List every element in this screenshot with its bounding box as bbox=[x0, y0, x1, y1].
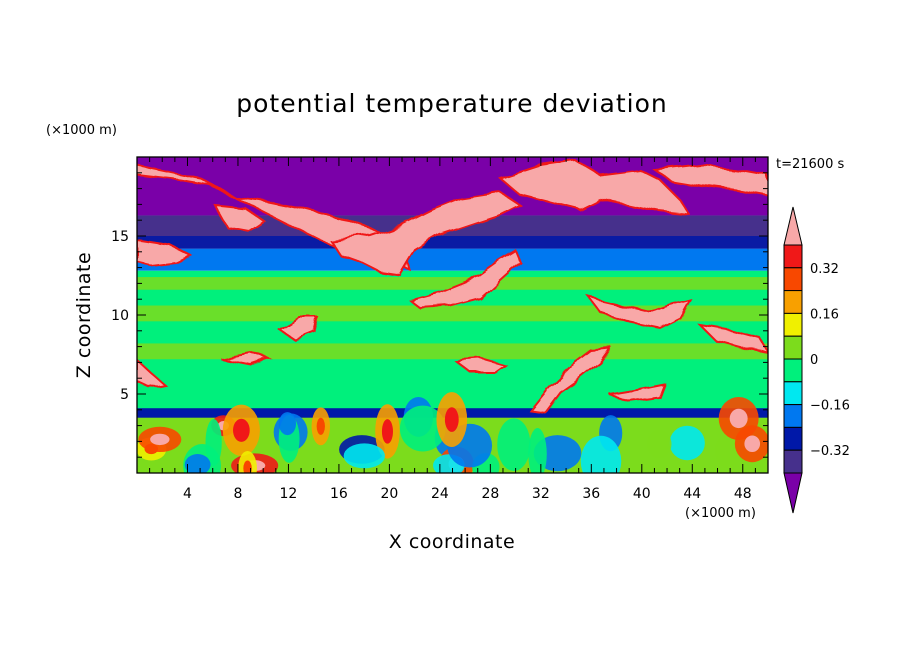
y-tick-label: 15 bbox=[111, 229, 129, 245]
y-tick-label: 5 bbox=[120, 387, 129, 403]
pink-filament-1 bbox=[407, 248, 522, 310]
colorbar-tick-label: 0 bbox=[810, 353, 818, 368]
colorbar-bin bbox=[783, 244, 803, 269]
mid-filaments bbox=[137, 248, 768, 414]
upper-layer bbox=[137, 158, 768, 277]
stripe-0 bbox=[137, 277, 768, 290]
x-tick-label: 20 bbox=[380, 486, 398, 502]
colorbar-tick-label: −0.16 bbox=[810, 399, 850, 414]
cell-14 bbox=[580, 435, 622, 473]
x-tick-label: 28 bbox=[481, 486, 499, 502]
colorbar-extend-max bbox=[783, 206, 803, 246]
x-tick-label: 32 bbox=[532, 486, 550, 502]
colorbar-extend-min bbox=[783, 472, 803, 514]
cell-31 bbox=[497, 418, 531, 471]
pink-blob-right-low bbox=[609, 383, 667, 404]
y-axis-label: Z coordinate bbox=[73, 252, 95, 378]
colorbar-bin bbox=[783, 335, 803, 360]
x-tick-label: 40 bbox=[633, 486, 651, 502]
pink-blob-far-left bbox=[137, 358, 168, 390]
colorbar-bin bbox=[783, 290, 803, 314]
cell-core-15 bbox=[729, 408, 748, 429]
boundary-layer-cells bbox=[137, 392, 768, 473]
colorbar-tick-label: −0.32 bbox=[810, 444, 850, 459]
stripe-5 bbox=[137, 236, 768, 249]
pink-cloud-top-right bbox=[497, 158, 693, 217]
colorbar-bin bbox=[783, 426, 803, 451]
pink-blob-center bbox=[452, 356, 508, 373]
chart-title: potential temperature deviation bbox=[236, 89, 667, 118]
cell-27 bbox=[205, 418, 222, 467]
cell-25 bbox=[343, 443, 385, 469]
colorbar-tick-label: 0.32 bbox=[810, 262, 839, 277]
colorbar-bin bbox=[783, 404, 803, 428]
x-tick-label: 48 bbox=[734, 486, 752, 502]
x-tick-label: 12 bbox=[280, 486, 298, 502]
pink-blob-low-left bbox=[219, 350, 272, 366]
cell-13 bbox=[647, 429, 672, 459]
pink-filament-2 bbox=[587, 296, 692, 330]
contour-plot-area bbox=[137, 157, 768, 473]
colorbar-bin bbox=[783, 267, 803, 292]
x-tick-label: 8 bbox=[233, 486, 242, 502]
colorbar-bin bbox=[783, 312, 803, 337]
colorbar-bin bbox=[783, 449, 803, 474]
x-axis: 4 8 12 16 20 24 28 32 36 40 44 48 bbox=[149, 157, 756, 502]
stripe-4 bbox=[137, 251, 768, 268]
x-tick-label: 24 bbox=[431, 486, 449, 502]
cell-core-33 bbox=[444, 407, 459, 432]
cell-30 bbox=[184, 454, 211, 473]
colorbar: 0.32 0.16 0 −0.16 −0.32 bbox=[783, 206, 850, 514]
colorbar-bin bbox=[783, 381, 803, 406]
cell-29 bbox=[528, 428, 547, 473]
cell-core-19 bbox=[744, 435, 761, 453]
cell-core-23 bbox=[150, 433, 170, 446]
pink-blob-left bbox=[278, 317, 320, 342]
pink-cloud-far-right bbox=[652, 163, 768, 197]
stripe-3 bbox=[137, 378, 768, 385]
colorbar-bin bbox=[783, 358, 803, 383]
x-unit-label: (×1000 m) bbox=[685, 506, 756, 521]
cell-core-21 bbox=[233, 418, 250, 442]
x-tick-label: 36 bbox=[582, 486, 600, 502]
cell-core-17 bbox=[381, 419, 393, 444]
x-tick-label: 16 bbox=[330, 486, 348, 502]
pink-cloud-top-center bbox=[328, 190, 523, 277]
x-axis-label: X coordinate bbox=[389, 531, 515, 553]
pink-plume-right bbox=[528, 346, 613, 414]
x-tick-label: 4 bbox=[183, 486, 192, 502]
colorbar-tick-label: 0.16 bbox=[810, 307, 839, 322]
cell-9 bbox=[669, 425, 705, 461]
y-tick-label: 10 bbox=[111, 308, 129, 324]
y-axis: 5 10 15 bbox=[111, 172, 768, 458]
pink-filament-3 bbox=[697, 323, 768, 354]
time-label: t=21600 s bbox=[776, 157, 844, 172]
cell-core-2 bbox=[316, 417, 325, 435]
pink-tongue-left bbox=[137, 238, 193, 267]
pink-lobe-mid bbox=[213, 203, 267, 234]
cell-22 bbox=[278, 412, 297, 436]
x-tick-label: 44 bbox=[683, 486, 701, 502]
cell-28 bbox=[399, 405, 446, 452]
cell-core-26 bbox=[243, 460, 252, 473]
y-unit-label: (×1000 m) bbox=[46, 123, 117, 138]
